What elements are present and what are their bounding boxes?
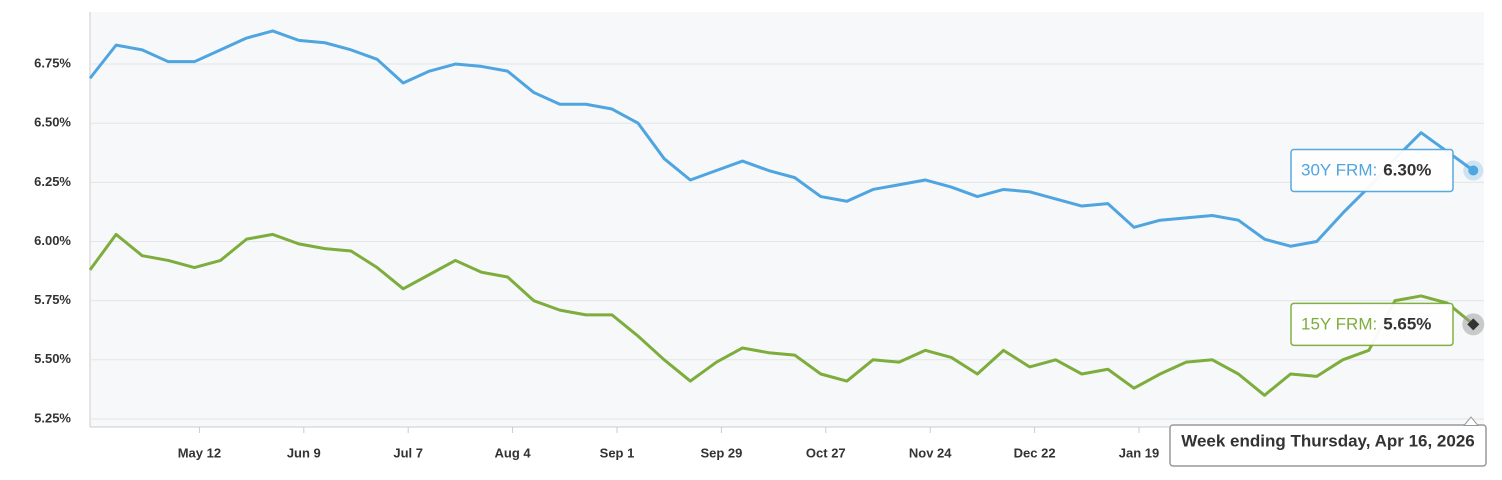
y-tick-label: 6.00% [34, 233, 71, 248]
tooltip-box [1290, 148, 1454, 193]
tooltip-series-name: 30Y FRM: [1301, 161, 1377, 180]
date-tooltip-box [1169, 424, 1487, 467]
tooltip-text: 30Y FRM: 6.30% [1301, 161, 1431, 180]
tooltip-box [1290, 302, 1454, 347]
x-tick-label: Nov 24 [909, 445, 952, 460]
date-tooltip-arrow [1462, 416, 1480, 426]
x-tick-label: Dec 22 [1014, 445, 1056, 460]
date-tooltip-text: Week ending Thursday, Apr 16, 2026 [1181, 431, 1475, 450]
x-tick-label: Oct 27 [806, 445, 846, 460]
x-tick-label: Sep 1 [600, 445, 635, 460]
y-tick-label: 5.75% [34, 292, 71, 307]
y-tick-label: 6.75% [34, 55, 71, 70]
tooltip-series-name: 15Y FRM: [1301, 315, 1377, 334]
x-tick-label: May 12 [178, 445, 221, 460]
point-marker [1467, 318, 1480, 331]
tooltip-value: 5.65% [1383, 315, 1431, 334]
series-line [88, 29, 1475, 248]
x-tick-label: Jun 9 [287, 445, 321, 460]
y-tick-label: 6.50% [34, 115, 71, 130]
series-line [88, 232, 1475, 397]
y-tick-label: 6.25% [34, 174, 71, 189]
point-marker [1468, 165, 1479, 176]
x-tick-label: Aug 4 [495, 445, 532, 460]
x-tick-label: Jul 7 [393, 445, 423, 460]
y-tick-label: 5.25% [34, 410, 71, 425]
tooltip-text: 15Y FRM: 5.65% [1301, 315, 1431, 334]
plot-background [90, 12, 1484, 427]
x-tick-label: Jan 19 [1119, 445, 1159, 460]
y-tick-label: 5.50% [34, 351, 71, 366]
x-tick-label: Sep 29 [700, 445, 742, 460]
tooltip-value: 6.30% [1383, 161, 1431, 180]
